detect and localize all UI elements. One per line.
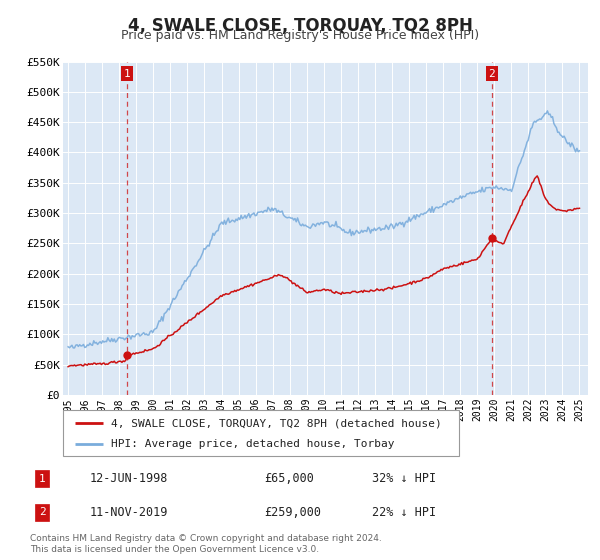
Text: 32% ↓ HPI: 32% ↓ HPI (372, 472, 436, 486)
Text: £259,000: £259,000 (264, 506, 321, 519)
Text: HPI: Average price, detached house, Torbay: HPI: Average price, detached house, Torb… (110, 438, 394, 449)
Text: 11-NOV-2019: 11-NOV-2019 (90, 506, 169, 519)
Text: 4, SWALE CLOSE, TORQUAY, TQ2 8PH: 4, SWALE CLOSE, TORQUAY, TQ2 8PH (128, 17, 472, 35)
Text: 2: 2 (488, 69, 495, 79)
FancyBboxPatch shape (63, 410, 459, 456)
Text: This data is licensed under the Open Government Licence v3.0.: This data is licensed under the Open Gov… (30, 545, 319, 554)
Text: 1: 1 (124, 69, 130, 79)
Text: 12-JUN-1998: 12-JUN-1998 (90, 472, 169, 486)
Text: 1: 1 (38, 474, 46, 484)
Text: Contains HM Land Registry data © Crown copyright and database right 2024.: Contains HM Land Registry data © Crown c… (30, 534, 382, 543)
Text: £65,000: £65,000 (264, 472, 314, 486)
Text: Price paid vs. HM Land Registry's House Price Index (HPI): Price paid vs. HM Land Registry's House … (121, 29, 479, 42)
Text: 4, SWALE CLOSE, TORQUAY, TQ2 8PH (detached house): 4, SWALE CLOSE, TORQUAY, TQ2 8PH (detach… (110, 418, 441, 428)
Text: 22% ↓ HPI: 22% ↓ HPI (372, 506, 436, 519)
Text: 2: 2 (38, 507, 46, 517)
